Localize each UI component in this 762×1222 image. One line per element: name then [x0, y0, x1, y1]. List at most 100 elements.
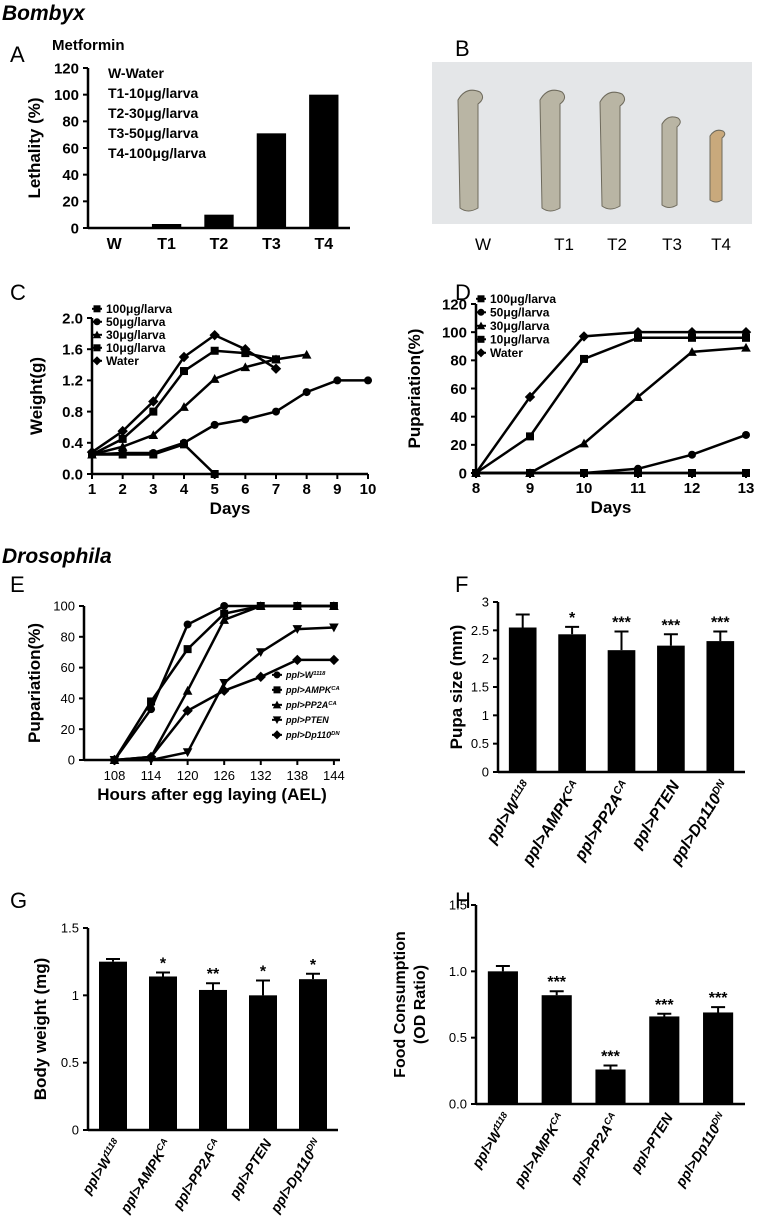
x-axis-label: Days	[591, 498, 632, 517]
marker	[688, 333, 696, 342]
x-tick-label: ppl>W1118	[78, 1136, 125, 1198]
significance-label: *	[160, 955, 167, 972]
series-line	[91, 353, 307, 456]
marker	[240, 362, 251, 372]
label-base: ppl>W	[285, 670, 315, 680]
marker	[148, 396, 159, 407]
marker	[470, 467, 482, 479]
bar	[508, 627, 537, 772]
bar	[595, 1069, 626, 1104]
x-tick-label: 138	[286, 768, 308, 783]
marker	[210, 346, 219, 355]
marker	[272, 700, 282, 709]
y-tick-label: 120	[442, 296, 467, 313]
y-tick-label: 0	[68, 753, 75, 768]
marker	[688, 469, 696, 477]
photo: B	[432, 36, 752, 224]
significance-label: ***	[547, 974, 566, 991]
significance-label: *	[569, 610, 576, 627]
marker	[272, 730, 282, 740]
marker	[255, 648, 266, 657]
label-base: ppl>AMPK	[285, 685, 333, 695]
label-base: ppl>Dp110	[671, 1121, 722, 1190]
x-tick-label: 3	[149, 481, 157, 498]
label-base: ppl>W	[78, 1151, 116, 1198]
error-bar	[549, 990, 564, 996]
x-tick-label: T4	[314, 236, 333, 253]
x-tick-label: ppl>PP2ACA	[571, 778, 634, 865]
series-line	[474, 330, 746, 474]
significance-label: ***	[709, 990, 728, 1007]
marker	[524, 391, 536, 403]
marker	[218, 685, 230, 696]
error-bar	[614, 630, 629, 651]
panel-letter: A	[10, 42, 25, 67]
x-tick-label: 5	[210, 481, 218, 498]
label-superscript: 1118	[101, 1136, 120, 1158]
y-tick-label: 0	[71, 220, 79, 237]
y-tick-label: 1.5	[471, 680, 489, 695]
error-bar	[206, 982, 220, 990]
panel-letter: D	[455, 280, 471, 305]
marker	[182, 705, 193, 716]
marker	[149, 448, 158, 457]
label-base: 50μg/larva	[106, 315, 166, 329]
x-axis-label: Hours after egg laying (AEL)	[97, 785, 327, 804]
marker	[742, 430, 750, 439]
marker	[687, 347, 697, 356]
marker	[633, 392, 643, 401]
x-tick-label: 2	[118, 481, 126, 498]
x-tick-label: T1	[157, 236, 176, 253]
marker	[526, 432, 534, 441]
marker	[220, 602, 229, 610]
marker	[525, 468, 535, 477]
label-base: ppl>PTEN	[225, 1136, 275, 1202]
error-bar	[495, 965, 510, 972]
panel-letter: E	[10, 572, 25, 597]
label-base: 30μg/larva	[490, 319, 550, 333]
x-axis-label: Days	[210, 499, 251, 518]
marker	[477, 308, 485, 316]
marker	[477, 295, 485, 303]
x-tick-label: 11	[630, 480, 646, 497]
label-superscript: 1118	[509, 778, 530, 802]
bar	[204, 214, 234, 228]
marker	[578, 331, 590, 342]
label-base: ppl>PP2A	[285, 700, 328, 710]
marker	[301, 349, 312, 359]
bar	[199, 989, 227, 1130]
legend-text: T2-30μg/larva	[108, 105, 198, 121]
label-base: ppl>AMPK	[510, 1121, 562, 1191]
label-base: 100μg/larva	[106, 302, 172, 316]
x-tick-label: 1	[88, 481, 96, 498]
label-base: ppl>Dp110	[667, 791, 724, 869]
series-line	[91, 379, 368, 456]
marker	[117, 441, 128, 451]
y-tick-label: 1.0	[449, 964, 467, 979]
marker	[183, 645, 192, 654]
marker	[145, 751, 157, 763]
label-base: 100μg/larva	[490, 292, 556, 306]
y-tick-label: 60	[62, 140, 79, 157]
y-tick-label: 60	[450, 381, 467, 398]
bar	[541, 995, 572, 1104]
marker	[741, 342, 751, 352]
photo-label: T3	[662, 235, 682, 254]
marker	[302, 388, 311, 397]
x-tick-label: 12	[684, 480, 701, 497]
marker	[178, 351, 190, 363]
legend-label: 100μg/larva	[106, 302, 172, 316]
label-base: 30μg/larva	[106, 328, 166, 342]
y-tick-label: 40	[62, 167, 79, 184]
marker	[93, 305, 101, 313]
label-base: ppl>Dp110	[285, 730, 331, 740]
x-tick-label: ppl>W1118	[483, 778, 536, 848]
marker	[92, 356, 102, 366]
legend-label: 10μg/larva	[490, 333, 550, 347]
bar	[487, 971, 518, 1104]
marker	[180, 438, 188, 447]
marker	[740, 326, 752, 338]
marker	[292, 625, 303, 634]
y-tick-label: 0	[482, 765, 489, 780]
